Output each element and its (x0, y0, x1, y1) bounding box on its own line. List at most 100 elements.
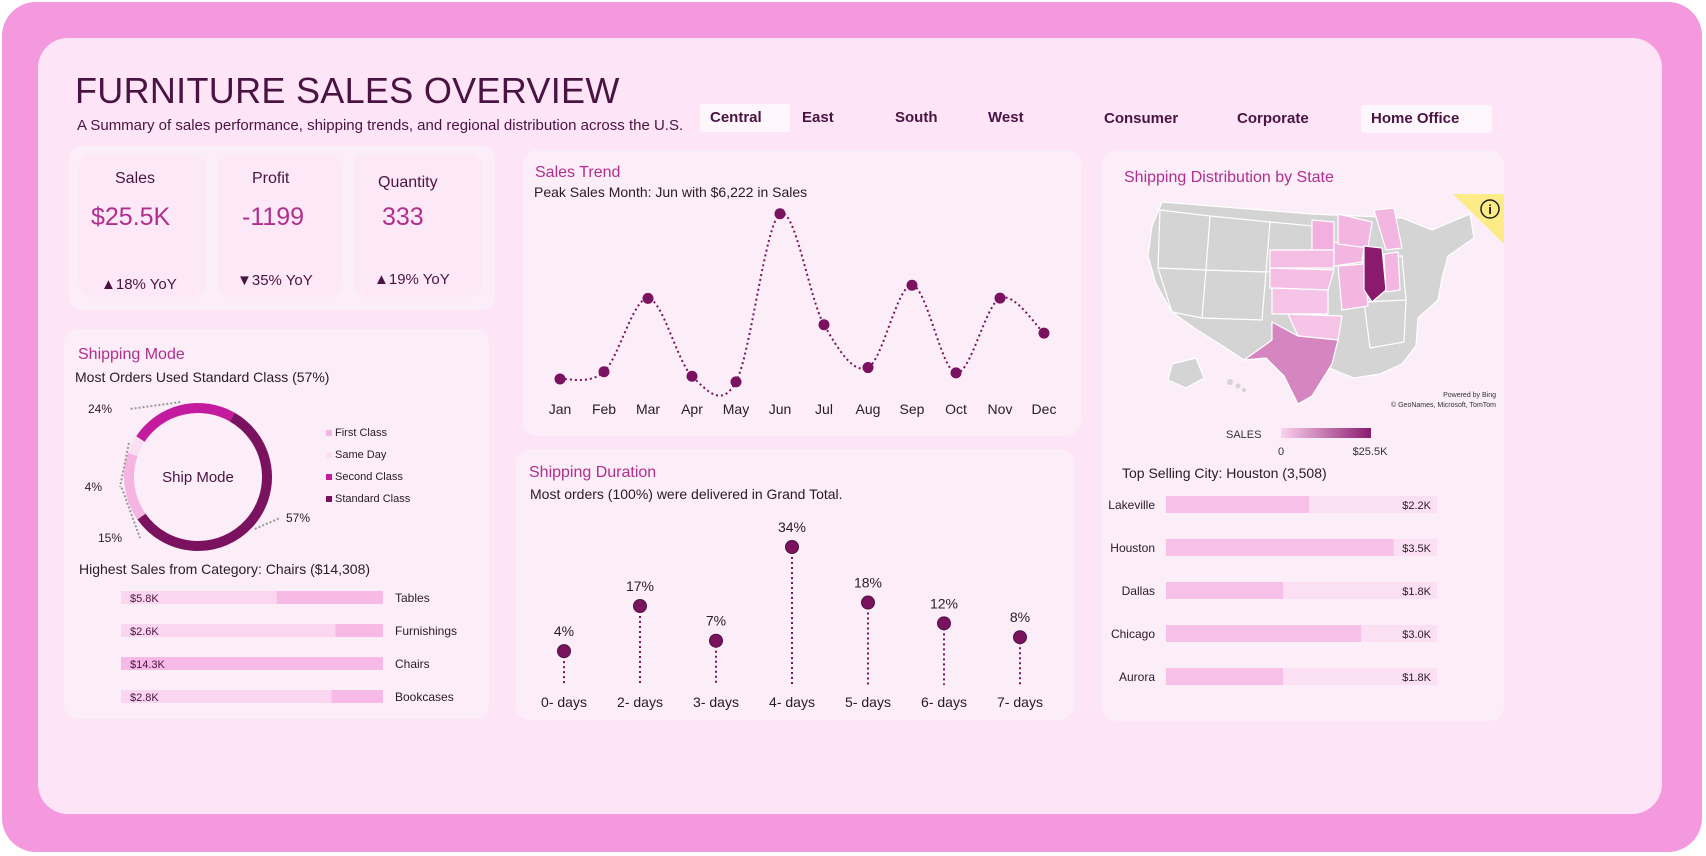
legend-swatch (326, 474, 332, 480)
trend-point[interactable] (686, 370, 698, 382)
duration-value-label: 12% (930, 595, 958, 611)
shipping-duration-lollipop: 4% 0- days 17% 2- days 7% 3- days 34% 4- days 18… (541, 519, 1043, 710)
trend-point[interactable] (862, 362, 874, 374)
city-bar[interactable] (1166, 625, 1362, 642)
slicer-region-east[interactable]: East (802, 109, 834, 126)
state-illinois (1363, 245, 1387, 303)
city-label: Houston (1110, 541, 1155, 555)
trend-point[interactable] (994, 292, 1006, 304)
slicer-region-south[interactable]: South (895, 109, 938, 126)
category-label: Bookcases (395, 690, 454, 704)
duration-category-label: 3- days (693, 694, 739, 710)
sales-trend-title: Sales Trend (535, 164, 621, 181)
trend-point[interactable] (598, 366, 610, 378)
duration-category-label: 4- days (769, 694, 815, 710)
trend-point[interactable] (906, 279, 918, 291)
duration-category-label: 7- days (997, 694, 1043, 710)
kpi-yoy: ▲19% YoY (374, 271, 450, 288)
legend-entry: Standard Class (335, 493, 411, 505)
duration-point[interactable] (557, 644, 571, 659)
donut-label: 57% (286, 511, 310, 525)
duration-value-label: 7% (706, 613, 726, 629)
trend-month-label: May (723, 401, 749, 417)
trend-line (559, 212, 1045, 397)
legend-swatch (326, 430, 332, 436)
duration-category-label: 2- days (617, 694, 663, 710)
category-bar[interactable] (335, 624, 383, 637)
map-legend-title: SALES (1226, 429, 1261, 441)
trend-month-label: Nov (988, 401, 1013, 417)
trend-month-label: Oct (945, 401, 967, 417)
state-minnesota (1311, 219, 1335, 251)
duration-category-label: 5- days (845, 694, 891, 710)
duration-point[interactable] (785, 540, 799, 554)
city-label: Chicago (1111, 627, 1155, 641)
category-bar-track (121, 624, 383, 637)
kpi-value: $25.5K (91, 203, 171, 231)
donut-slice-second-class[interactable] (136, 403, 235, 442)
duration-point[interactable] (633, 599, 647, 613)
category-bar[interactable] (331, 690, 383, 703)
donut-slice-same-day[interactable] (128, 436, 145, 457)
slicer-region-west[interactable]: West (988, 109, 1024, 126)
city-bar[interactable] (1166, 582, 1284, 599)
trend-point[interactable] (950, 367, 962, 379)
duration-category-label: 6- days (921, 694, 967, 710)
duration-point[interactable] (937, 616, 951, 631)
state-michigan (1373, 207, 1403, 251)
trend-point[interactable] (642, 292, 654, 304)
city-bar[interactable] (1166, 668, 1284, 685)
slicer-segment-home-office[interactable]: Home Office (1361, 105, 1492, 133)
trend-month-label: Apr (681, 401, 703, 417)
legend-entry: Same Day (335, 449, 387, 461)
state-missouri (1337, 263, 1369, 311)
trend-month-label: Dec (1032, 401, 1057, 417)
slicer-segment-consumer[interactable]: Consumer (1104, 110, 1179, 127)
slicer-segment-corporate[interactable]: Corporate (1237, 110, 1309, 127)
duration-point[interactable] (861, 595, 875, 610)
usa-map (1147, 201, 1475, 405)
duration-value-label: 4% (554, 623, 574, 639)
info-icon[interactable]: i (1453, 194, 1504, 244)
city-bar[interactable] (1166, 539, 1394, 556)
trend-point[interactable] (818, 319, 830, 331)
map-chart: i Powered by Bing © GeoNames, Microsoft,… (1108, 194, 1504, 685)
duration-value-label: 17% (626, 578, 654, 594)
shipping-mode-chart: 15% 4% 24% 57% Ship Mode First Class Same Da… (79, 401, 457, 704)
shipping-mode-subtitle: Most Orders Used Standard Class (57%) (75, 369, 330, 385)
legend-swatch (326, 496, 332, 502)
trend-month-label: Aug (856, 401, 881, 417)
ship-mode-legend: First Class Same Day Second Class Standard … (326, 427, 411, 505)
category-bar[interactable] (121, 657, 383, 670)
kpi-value: 333 (382, 203, 424, 231)
duration-point[interactable] (709, 633, 723, 648)
trend-month-label: Sep (900, 401, 925, 417)
kpi-label: Profit (252, 170, 290, 187)
trend-point[interactable] (1038, 327, 1050, 339)
trend-point[interactable] (774, 208, 786, 220)
map-credit-bing: Powered by Bing (1443, 392, 1496, 399)
slicer-region-central[interactable]: Central (700, 104, 790, 132)
map-legend-max: $25.5K (1353, 446, 1389, 458)
category-bar-track (121, 690, 383, 703)
shipping-duration-chart: 4% 0- days 17% 2- days 7% 3- days 34% 4- days 18… (541, 519, 1043, 710)
duration-point[interactable] (1013, 630, 1027, 645)
city-bar[interactable] (1166, 496, 1310, 513)
category-label: Furnishings (395, 624, 457, 638)
shipping-duration-subtitle: Most orders (100%) were delivered in Gra… (530, 486, 843, 502)
ship-mode-donut: 15% 4% 24% 57% (85, 401, 310, 551)
trend-point[interactable] (730, 376, 742, 388)
donut-slice-first-class[interactable] (124, 452, 146, 520)
city-label: Lakeville (1108, 498, 1155, 512)
sales-trend-card (523, 150, 1081, 436)
donut-label: 24% (88, 402, 112, 416)
category-value: $2.6K (130, 626, 159, 638)
donut-slice-standard-class[interactable] (137, 412, 272, 551)
legend-entry: First Class (335, 427, 387, 439)
trend-point[interactable] (554, 373, 566, 385)
trend-month-label: Jun (769, 401, 792, 417)
category-bar[interactable] (276, 591, 383, 604)
city-title: Top Selling City: Houston (3,508) (1122, 465, 1327, 481)
shipping-mode-card (64, 329, 489, 719)
state-nebraska (1269, 267, 1335, 291)
